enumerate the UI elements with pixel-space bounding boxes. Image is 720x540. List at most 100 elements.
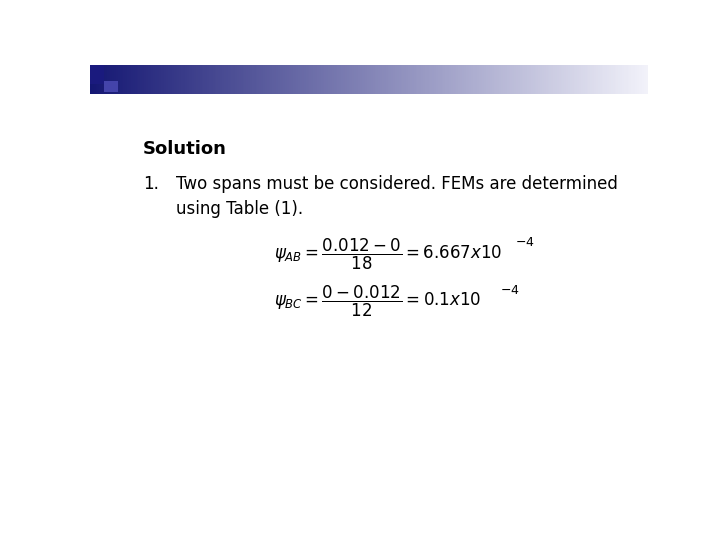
Bar <box>629 65 632 94</box>
Bar <box>553 65 556 94</box>
Bar <box>534 65 537 94</box>
Bar <box>271 65 273 94</box>
Bar <box>526 65 528 94</box>
Bar <box>626 65 628 94</box>
Bar <box>137 65 139 94</box>
Bar <box>261 65 264 94</box>
Bar <box>194 65 197 94</box>
Bar <box>436 65 438 94</box>
Bar <box>637 65 639 94</box>
Bar <box>174 65 176 94</box>
Bar <box>364 65 366 94</box>
Bar <box>231 65 234 94</box>
Bar <box>628 65 630 94</box>
Bar <box>265 65 267 94</box>
Bar <box>516 65 518 94</box>
Bar <box>596 65 598 94</box>
Bar <box>185 65 187 94</box>
Text: $\psi_{AB} = \dfrac{0.012 - 0}{18} = 6.667x10$: $\psi_{AB} = \dfrac{0.012 - 0}{18} = 6.6… <box>274 237 503 272</box>
Bar <box>588 65 591 94</box>
Bar <box>400 65 403 94</box>
Bar <box>373 65 375 94</box>
Bar <box>358 65 360 94</box>
Bar <box>248 65 251 94</box>
Bar <box>444 65 446 94</box>
Bar <box>432 65 435 94</box>
Bar <box>431 65 433 94</box>
Bar <box>319 65 321 94</box>
Bar <box>287 65 289 94</box>
Bar <box>503 65 505 94</box>
Text: using Table (1).: using Table (1). <box>176 200 304 218</box>
Bar <box>135 65 137 94</box>
Bar <box>518 65 521 94</box>
Bar <box>490 65 492 94</box>
Bar <box>224 65 226 94</box>
Bar <box>186 65 189 94</box>
Text: 1.: 1. <box>143 175 159 193</box>
Bar <box>109 65 111 94</box>
Bar <box>555 65 557 94</box>
Bar <box>246 65 248 94</box>
Bar <box>217 65 219 94</box>
Bar <box>568 65 570 94</box>
Bar <box>244 65 247 94</box>
Bar <box>140 65 143 94</box>
Bar <box>546 65 548 94</box>
Bar <box>499 65 502 94</box>
Bar <box>380 65 382 94</box>
Bar <box>266 65 269 94</box>
Bar <box>230 65 232 94</box>
Bar <box>323 65 325 94</box>
Bar <box>456 65 459 94</box>
Bar <box>183 65 186 94</box>
Bar <box>412 65 414 94</box>
Bar <box>354 65 356 94</box>
Bar <box>473 65 476 94</box>
Bar <box>598 65 600 94</box>
Bar <box>488 65 490 94</box>
Bar <box>179 65 181 94</box>
Bar <box>624 65 626 94</box>
Bar <box>289 65 292 94</box>
Bar <box>239 65 241 94</box>
Bar <box>399 65 401 94</box>
Bar <box>542 65 544 94</box>
Bar <box>104 82 118 92</box>
Bar <box>585 65 588 94</box>
Bar <box>579 65 582 94</box>
Bar <box>282 65 284 94</box>
Bar <box>454 65 457 94</box>
Bar <box>237 65 239 94</box>
Bar <box>536 65 539 94</box>
Bar <box>419 65 422 94</box>
Bar <box>94 65 96 94</box>
Bar <box>199 65 202 94</box>
Bar <box>618 65 621 94</box>
Bar <box>166 65 168 94</box>
Bar <box>467 65 470 94</box>
Bar <box>320 65 323 94</box>
Bar <box>607 65 610 94</box>
Bar <box>211 65 213 94</box>
Bar <box>190 65 193 94</box>
Bar <box>570 65 572 94</box>
Bar <box>611 65 613 94</box>
Bar <box>306 65 308 94</box>
Bar <box>343 65 346 94</box>
Bar <box>428 65 431 94</box>
Bar <box>307 65 310 94</box>
Bar <box>293 65 295 94</box>
Bar <box>228 65 230 94</box>
Bar <box>96 65 98 94</box>
Bar <box>215 65 217 94</box>
Bar <box>559 65 561 94</box>
Bar <box>613 65 615 94</box>
Bar <box>639 65 641 94</box>
Bar <box>601 65 604 94</box>
Bar <box>159 65 161 94</box>
Bar <box>549 65 552 94</box>
Bar <box>574 65 576 94</box>
Bar <box>274 65 276 94</box>
Bar <box>220 65 222 94</box>
